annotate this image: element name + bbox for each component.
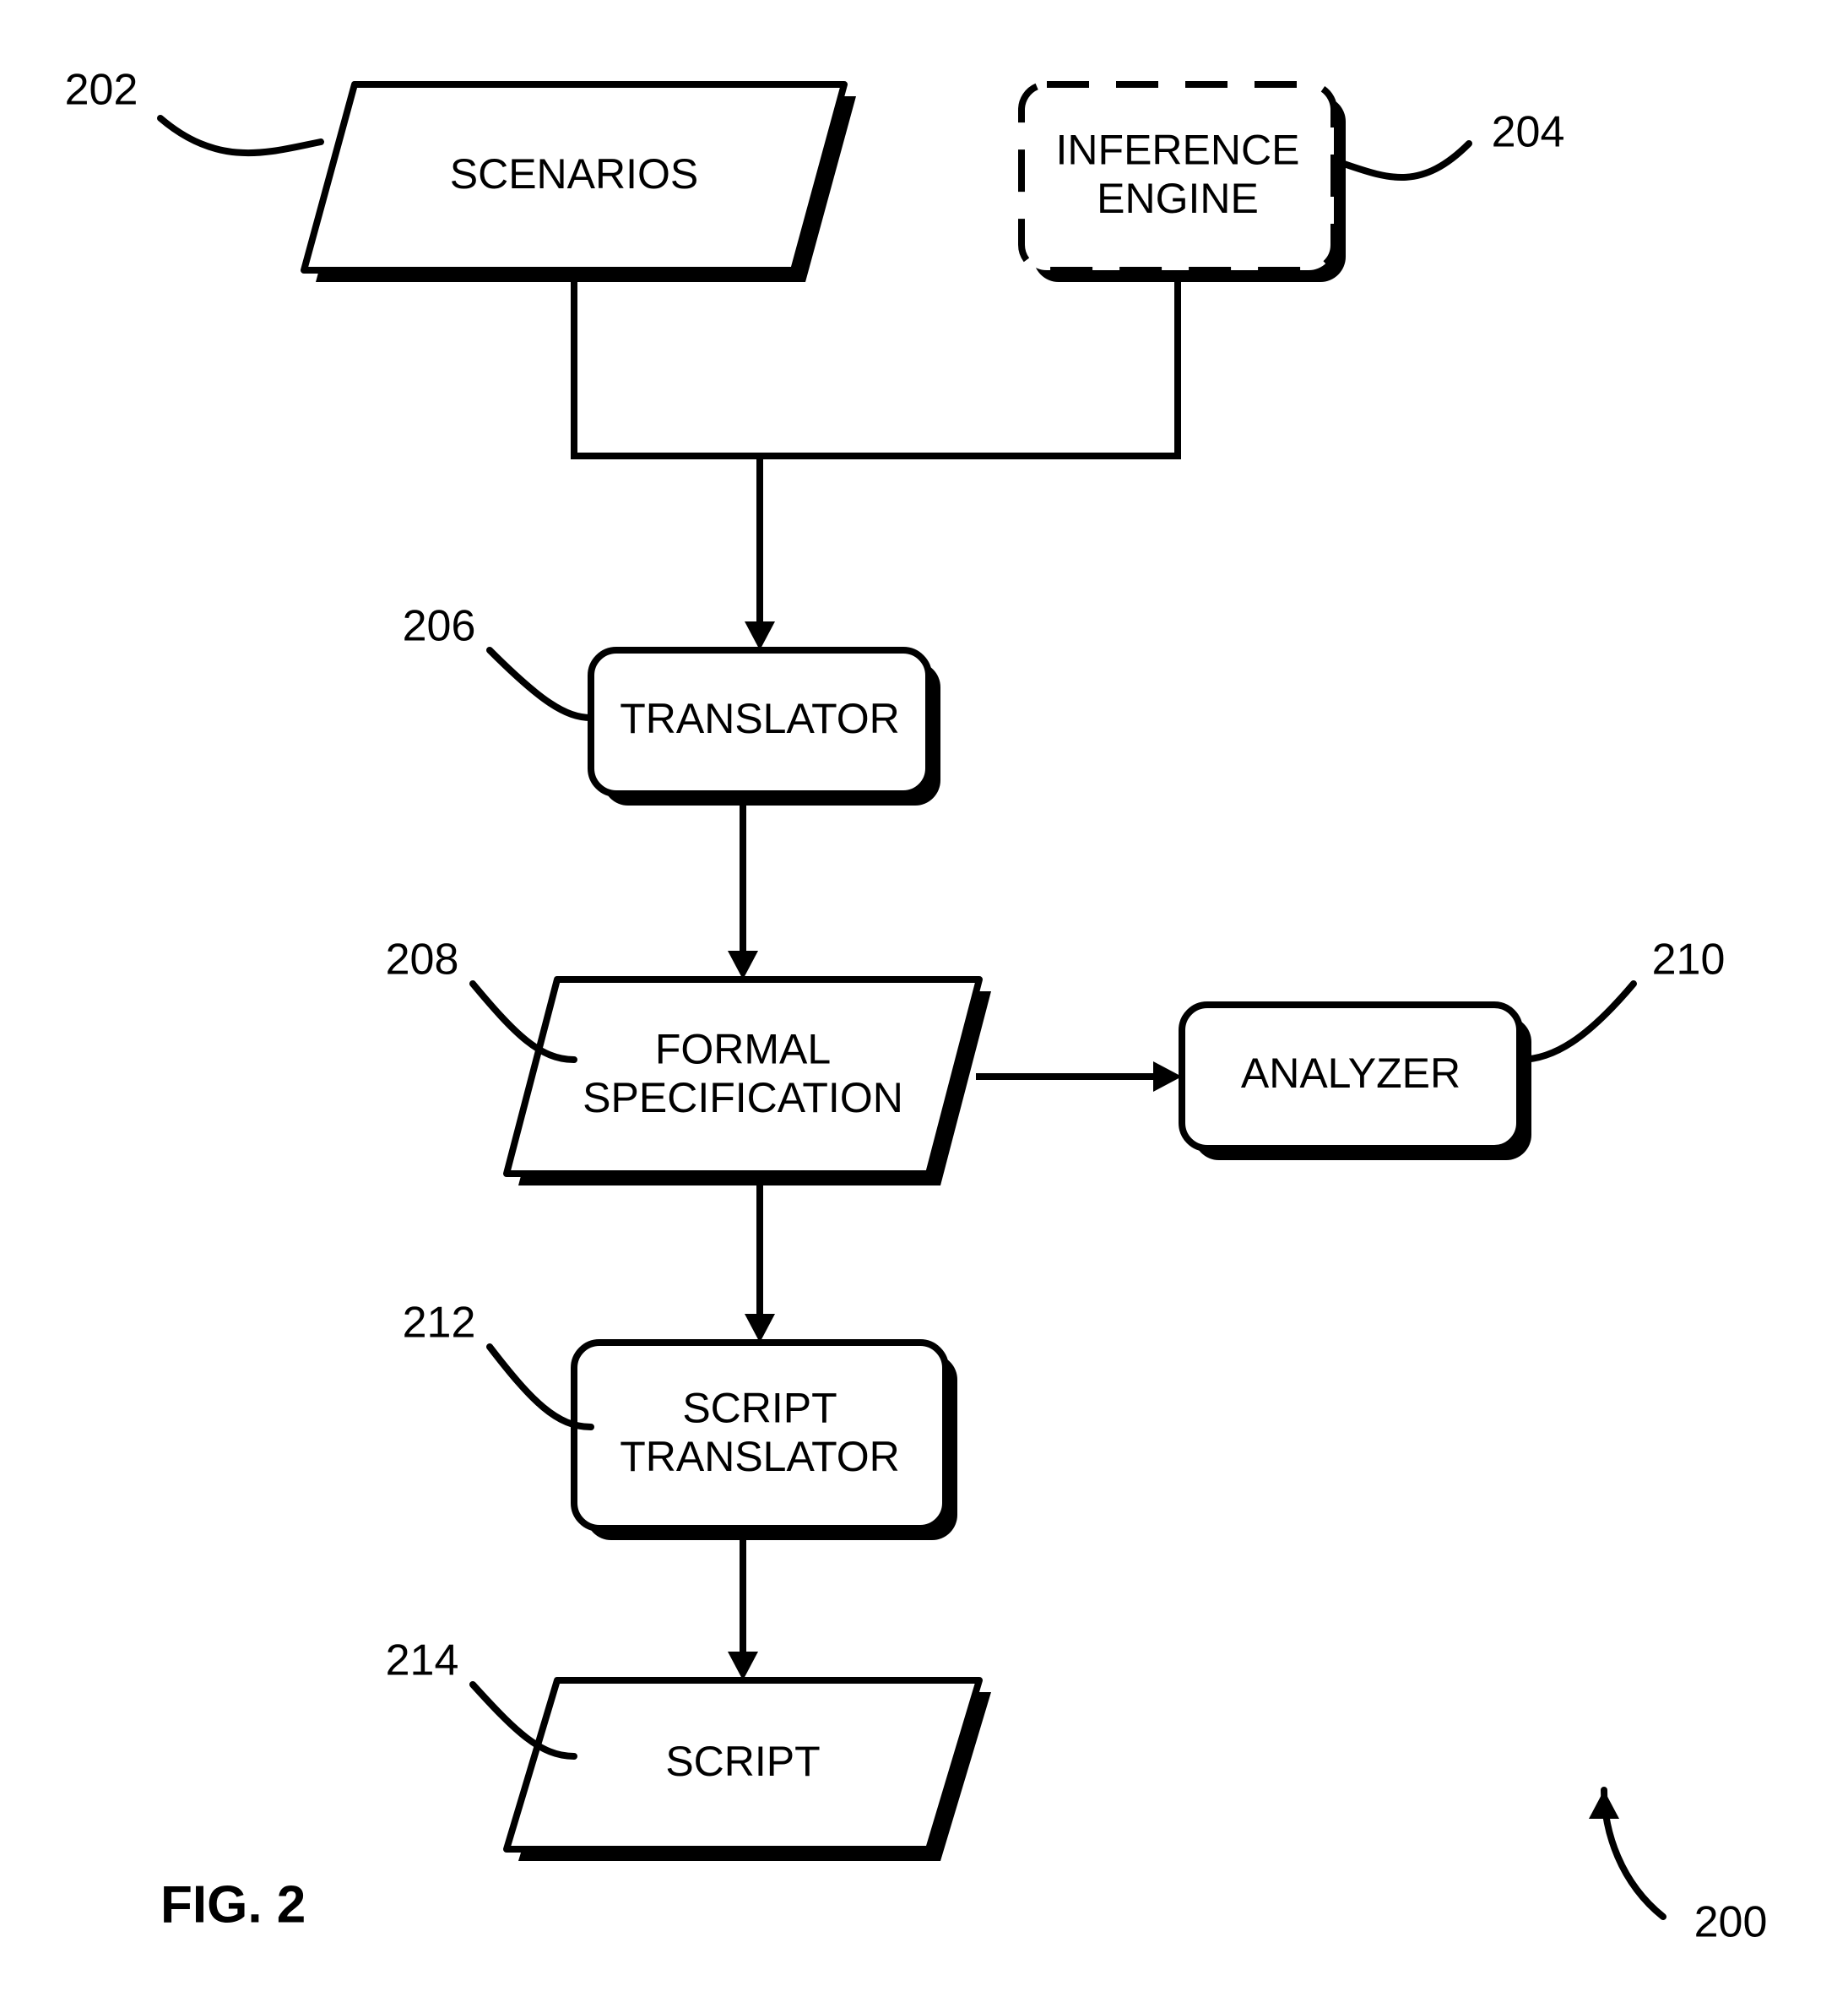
svg-text:214: 214 — [386, 1636, 459, 1685]
svg-text:INFERENCE: INFERENCE — [1056, 126, 1300, 173]
svg-text:212: 212 — [403, 1299, 476, 1348]
svg-text:208: 208 — [386, 936, 459, 985]
svg-text:SCRIPT: SCRIPT — [682, 1384, 837, 1431]
svg-text:ENGINE: ENGINE — [1097, 175, 1259, 222]
svg-text:SPECIFICATION: SPECIFICATION — [583, 1074, 903, 1121]
svg-text:200: 200 — [1694, 1898, 1768, 1947]
svg-text:SCENARIOS: SCENARIOS — [450, 150, 699, 198]
svg-text:FIG. 2: FIG. 2 — [160, 1875, 306, 1934]
svg-text:ANALYZER: ANALYZER — [1241, 1050, 1461, 1097]
svg-text:210: 210 — [1652, 936, 1726, 985]
svg-text:FORMAL: FORMAL — [655, 1025, 831, 1072]
svg-text:202: 202 — [65, 66, 138, 115]
svg-text:206: 206 — [403, 602, 476, 651]
svg-text:SCRIPT: SCRIPT — [665, 1738, 820, 1785]
svg-text:TRANSLATOR: TRANSLATOR — [620, 1433, 900, 1480]
svg-text:TRANSLATOR: TRANSLATOR — [620, 695, 900, 742]
svg-text:204: 204 — [1492, 108, 1565, 157]
